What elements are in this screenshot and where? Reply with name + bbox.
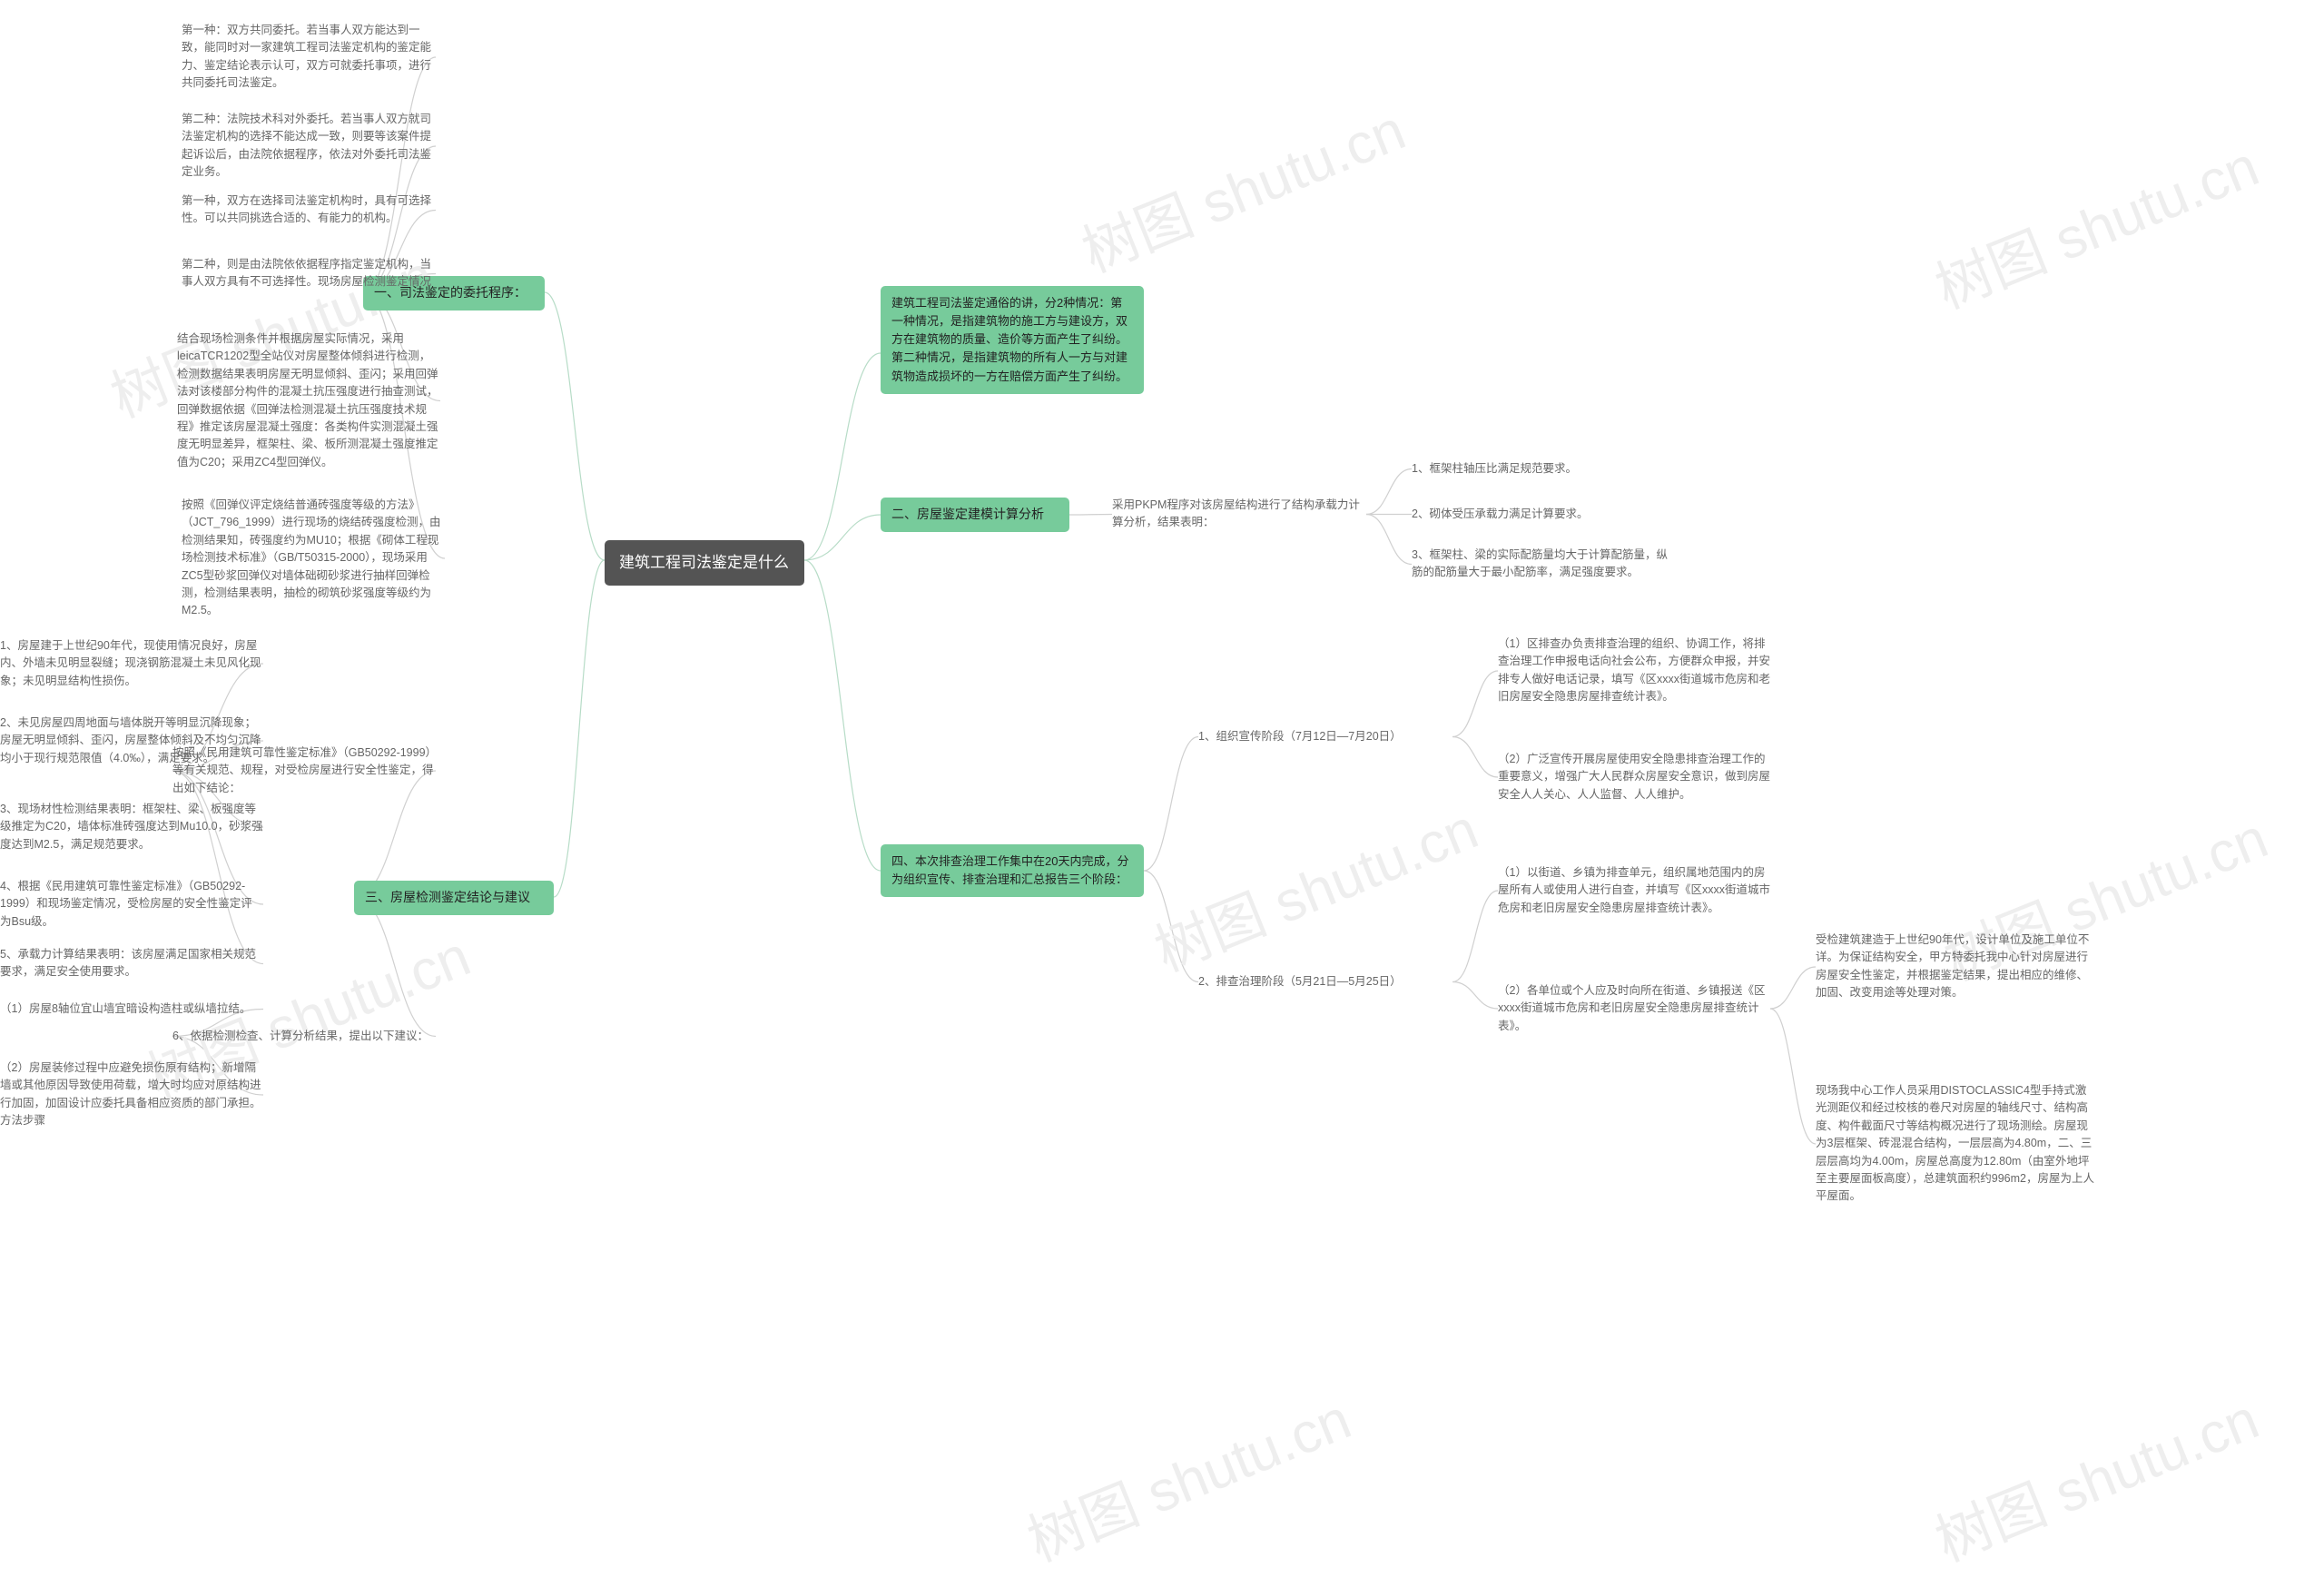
right-grand2-1-1-1-1: 现场我中心工作人员采用DISTOCLASSIC4型手持式激光测距仪和经过校核的卷… [1816,1080,2097,1207]
right-branch-0[interactable]: 二、房屋鉴定建模计算分析 [881,498,1069,532]
right-grand2-1-1-1-0: 受检建筑建造于上世纪90年代，设计单位及施工单位不详。为保证结构安全，甲方特委托… [1816,930,2097,1004]
left-grand-1-0-2: 3、现场材性检测结果表明：框架柱、梁、板强度等级推定为C20，墙体标准砖强度达到… [0,799,263,855]
right-leaf-1-0: 1、组织宣传阶段（7月12日—7月20日） [1198,726,1452,747]
left-mid-1-1: 6、依据检测检查、计算分析结果，提出以下建议： [172,1026,436,1047]
mindmap-canvas: 建筑工程司法鉴定是什么 建筑工程司法鉴定通俗的讲，分2种情况：第一种情况，是指建… [0,0,2324,1486]
left-leaf-0-1: 第二种：法院技术科对外委托。若当事人双方就司法鉴定机构的选择不能达成一致，则要等… [182,109,436,183]
right-grand-1-1-0: （1）以街道、乡镇为排查单元，组织属地范围内的房屋所有人或使用人进行自查，并填写… [1498,862,1770,919]
right-leaf-0-0: 1、框架柱轴压比满足规范要求。 [1412,458,1666,479]
watermark: 树图 shutu.cn [1922,1374,2269,1577]
left-grand-1-1-1: （2）房屋装修过程中应避免损伤原有结构；新增隔墙或其他原因导致使用荷载，增大时均… [0,1058,263,1132]
right-grand-1-0-1: （2）广泛宣传开展房屋使用安全隐患排查治理工作的重要意义，增强广大人民群众房屋安… [1498,749,1770,805]
left-branch-1[interactable]: 三、房屋检测鉴定结论与建议 [354,881,554,915]
left-grand-1-0-0: 1、房屋建于上世纪90年代，现使用情况良好，房屋内、外墙未见明显裂缝；现浇钢筋混… [0,636,263,692]
left-grand-1-0-3: 4、根据《民用建筑可靠性鉴定标准》（GB50292-1999）和现场鉴定情况，受… [0,876,263,932]
right-leaf-0-2: 3、框架柱、梁的实际配筋量均大于计算配筋量，纵筋的配筋量大于最小配筋率，满足强度… [1412,545,1675,584]
left-leaf-0-0: 第一种：双方共同委托。若当事人双方能达到一致，能同时对一家建筑工程司法鉴定机构的… [182,20,436,94]
watermark: 树图 shutu.cn [1141,784,1488,987]
left-leaf-0-3: 第二种，则是由法院依依据程序指定鉴定机构，当事人双方具有不可选择性。现场房屋检测… [182,254,436,293]
right-grand-1-1-1: （2）各单位或个人应及时向所在街道、乡镇报送《区xxxx街道城市危房和老旧房屋安… [1498,981,1770,1037]
right-leaf-1-1: 2、排查治理阶段（5月21日—5月25日） [1198,971,1452,992]
watermark: 树图 shutu.cn [1014,1374,1361,1577]
left-leaf-0-4: 结合现场检测条件并根据房屋实际情况，采用leicaTCR1202型全站仪对房屋整… [177,329,440,473]
right-mid-0: 采用PKPM程序对该房屋结构进行了结构承载力计算分析，结果表明： [1112,495,1366,534]
center-node[interactable]: 建筑工程司法鉴定是什么 [605,540,804,586]
watermark: 树图 shutu.cn [1068,84,1415,288]
top-description: 建筑工程司法鉴定通俗的讲，分2种情况：第一种情况，是指建筑物的施工方与建设方，双… [881,286,1144,394]
watermark: 树图 shutu.cn [1922,121,2269,324]
right-leaf-0-1: 2、砌体受压承载力满足计算要求。 [1412,504,1666,525]
left-grand-1-1-0: （1）房屋8轴位宜山墙宜暗设构造柱或纵墙拉结。 [0,999,263,1020]
left-grand-1-0-4: 5、承载力计算结果表明：该房屋满足国家相关规范要求，满足安全使用要求。 [0,944,263,983]
right-branch-1[interactable]: 四、本次排查治理工作集中在20天内完成，分为组织宣传、排查治理和汇总报告三个阶段… [881,844,1144,897]
left-leaf-0-5: 按照《回弹仪评定烧结普通砖强度等级的方法》（JCT_796_1999）进行现场的… [182,495,445,622]
right-grand-1-0-0: （1）区排查办负责排查治理的组织、协调工作，将排查治理工作申报电话向社会公布，方… [1498,634,1770,708]
left-leaf-0-2: 第一种，双方在选择司法鉴定机构时，具有可选择性。可以共同挑选合适的、有能力的机构… [182,191,436,230]
left-grand-1-0-1: 2、未见房屋四周地面与墙体脱开等明显沉降现象；房屋无明显倾斜、歪闪，房屋整体倾斜… [0,713,263,769]
